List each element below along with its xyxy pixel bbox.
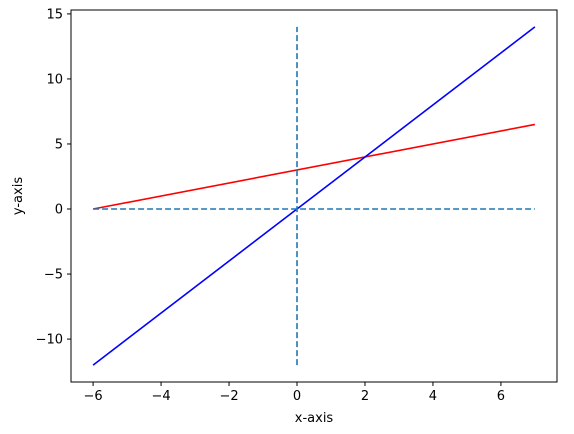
x-tick-label: 2 [361, 389, 369, 404]
series-line-1 [92, 123, 536, 210]
x-tick-label: −2 [219, 389, 238, 404]
y-axis-label: y-axis [11, 177, 26, 215]
y-tick-label: 10 [46, 72, 63, 87]
x-tick-label: 0 [293, 389, 301, 404]
series-layer [92, 26, 536, 366]
x-tick-label: 4 [429, 389, 437, 404]
plot-frame [70, 9, 558, 383]
x-axis-ticks: −6 −4 −2 0 2 4 6 [84, 382, 505, 404]
y-tick-label: −10 [36, 333, 63, 348]
y-tick-label: 0 [55, 203, 63, 218]
x-tick-label: 6 [497, 389, 505, 404]
y-tick-label: −5 [44, 268, 63, 283]
y-tick-label: 15 [46, 7, 63, 22]
x-tick-label: −4 [151, 389, 170, 404]
x-tick-label: −6 [84, 389, 103, 404]
y-axis-ticks: −10 −5 0 5 10 15 [36, 7, 71, 348]
x-axis-label: x-axis [295, 411, 334, 426]
y-tick-label: 5 [55, 137, 63, 152]
series-line-2 [92, 26, 536, 366]
